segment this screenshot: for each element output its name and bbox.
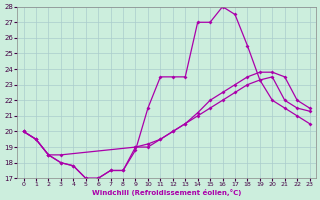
X-axis label: Windchill (Refroidissement éolien,°C): Windchill (Refroidissement éolien,°C)	[92, 189, 241, 196]
